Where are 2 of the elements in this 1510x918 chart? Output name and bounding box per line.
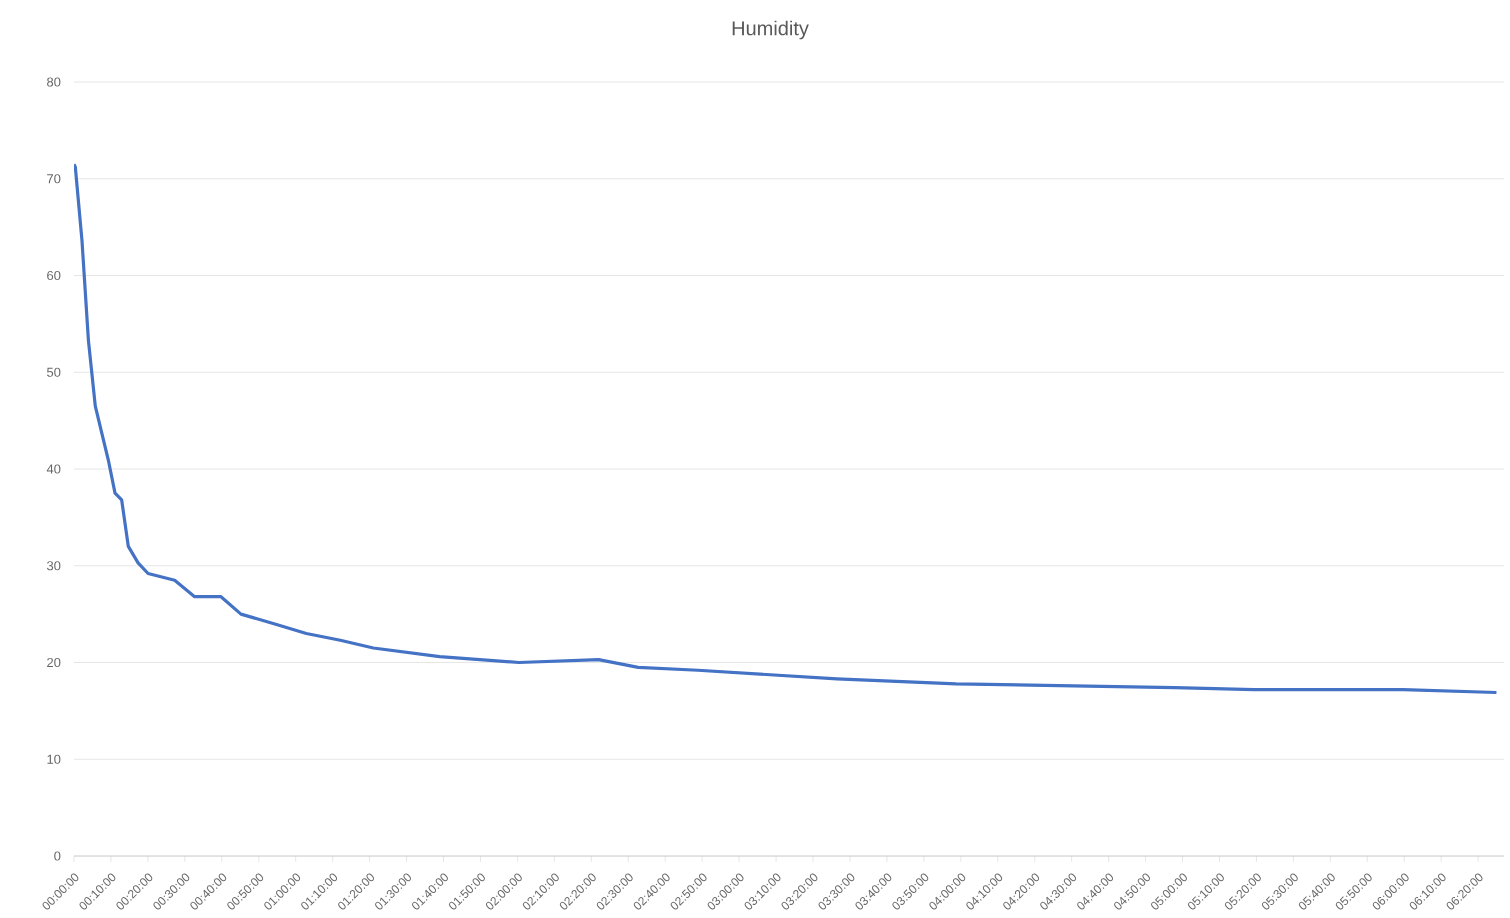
line-series <box>74 162 1499 695</box>
chart-title: Humidity <box>732 20 809 40</box>
